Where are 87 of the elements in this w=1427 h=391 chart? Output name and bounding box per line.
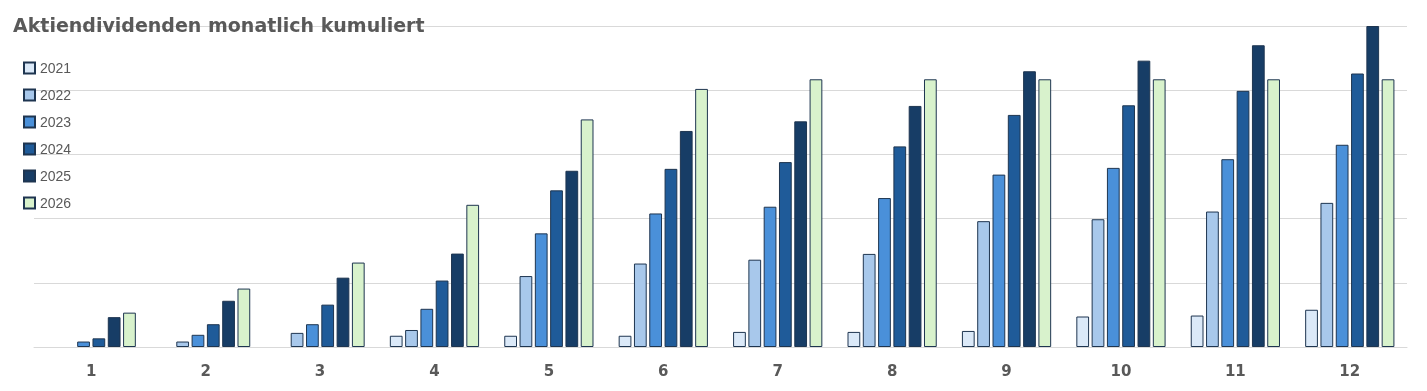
bar bbox=[748, 259, 762, 347]
bar bbox=[107, 317, 121, 347]
bar bbox=[1320, 202, 1334, 347]
bar bbox=[992, 174, 1006, 347]
bar bbox=[237, 288, 251, 347]
legend-label: 2023 bbox=[40, 114, 72, 130]
bar bbox=[1251, 45, 1265, 347]
bar bbox=[809, 79, 823, 347]
bar bbox=[878, 198, 891, 347]
bar bbox=[1152, 79, 1166, 347]
bar bbox=[1351, 73, 1364, 347]
bar bbox=[1267, 79, 1280, 347]
legend-label: 2026 bbox=[40, 195, 72, 211]
bar bbox=[664, 168, 678, 347]
bar bbox=[550, 190, 563, 347]
bar bbox=[1190, 315, 1204, 347]
x-tick-label: 3 bbox=[314, 361, 326, 380]
bar bbox=[176, 341, 190, 347]
bar bbox=[733, 331, 746, 347]
bar bbox=[1221, 159, 1235, 347]
x-tick-label: 2 bbox=[200, 361, 211, 380]
bar bbox=[1137, 60, 1151, 347]
x-tick-label: 4 bbox=[429, 361, 440, 380]
bar bbox=[435, 280, 449, 347]
bar bbox=[519, 276, 533, 347]
x-tick-label: 7 bbox=[772, 361, 783, 380]
bar bbox=[977, 221, 990, 347]
bar bbox=[466, 204, 480, 347]
bar bbox=[451, 253, 464, 347]
legend-label: 2025 bbox=[40, 168, 72, 184]
x-tick-label: 10 bbox=[1110, 361, 1132, 380]
bar bbox=[924, 79, 937, 347]
bar bbox=[222, 300, 235, 347]
bar bbox=[92, 338, 106, 347]
bar bbox=[123, 312, 136, 347]
x-tick-label: 5 bbox=[543, 361, 555, 380]
bar bbox=[1305, 309, 1318, 347]
bar bbox=[389, 335, 403, 347]
bar bbox=[961, 330, 975, 347]
bar bbox=[1091, 219, 1105, 347]
x-tick-label: 12 bbox=[1339, 361, 1361, 380]
chart-title: Aktiendividenden monatlich kumuliert bbox=[13, 13, 425, 36]
bar bbox=[336, 277, 350, 347]
bar bbox=[290, 332, 304, 347]
x-tick-label: 8 bbox=[886, 361, 898, 380]
bar bbox=[1122, 105, 1135, 347]
bar bbox=[1007, 114, 1021, 347]
bar bbox=[679, 130, 693, 347]
bar bbox=[351, 262, 365, 347]
bar bbox=[77, 341, 90, 347]
bar bbox=[1335, 144, 1349, 347]
bar bbox=[565, 170, 579, 347]
bar bbox=[633, 263, 647, 347]
bar bbox=[695, 88, 708, 347]
bar bbox=[649, 213, 663, 347]
bar bbox=[618, 335, 632, 347]
bar bbox=[504, 335, 517, 347]
bar bbox=[191, 334, 205, 347]
bar bbox=[1038, 79, 1052, 347]
bar bbox=[893, 146, 907, 347]
bar bbox=[794, 121, 808, 347]
bar bbox=[420, 308, 434, 347]
bar bbox=[534, 233, 548, 347]
x-tick-label: 11 bbox=[1224, 361, 1246, 380]
bar bbox=[1106, 167, 1120, 347]
legend-label: 2022 bbox=[40, 87, 72, 103]
bar bbox=[321, 304, 335, 347]
bar bbox=[763, 206, 777, 347]
bar bbox=[1381, 79, 1395, 347]
bar bbox=[405, 329, 418, 347]
bar bbox=[847, 331, 861, 347]
bar bbox=[1366, 26, 1380, 347]
bar bbox=[1076, 316, 1090, 347]
bar bbox=[580, 119, 594, 347]
x-tick-label: 1 bbox=[85, 361, 97, 380]
bar bbox=[306, 324, 319, 347]
bar bbox=[1023, 71, 1036, 347]
bar bbox=[206, 324, 220, 347]
bar bbox=[1206, 211, 1219, 347]
legend-label: 2021 bbox=[40, 60, 72, 76]
bar bbox=[1236, 90, 1250, 347]
bar bbox=[862, 253, 876, 347]
x-tick-label: 9 bbox=[1001, 361, 1012, 380]
x-tick-label: 6 bbox=[658, 361, 669, 380]
bar bbox=[908, 105, 922, 347]
legend-label: 2024 bbox=[40, 141, 72, 157]
bar bbox=[778, 162, 792, 347]
